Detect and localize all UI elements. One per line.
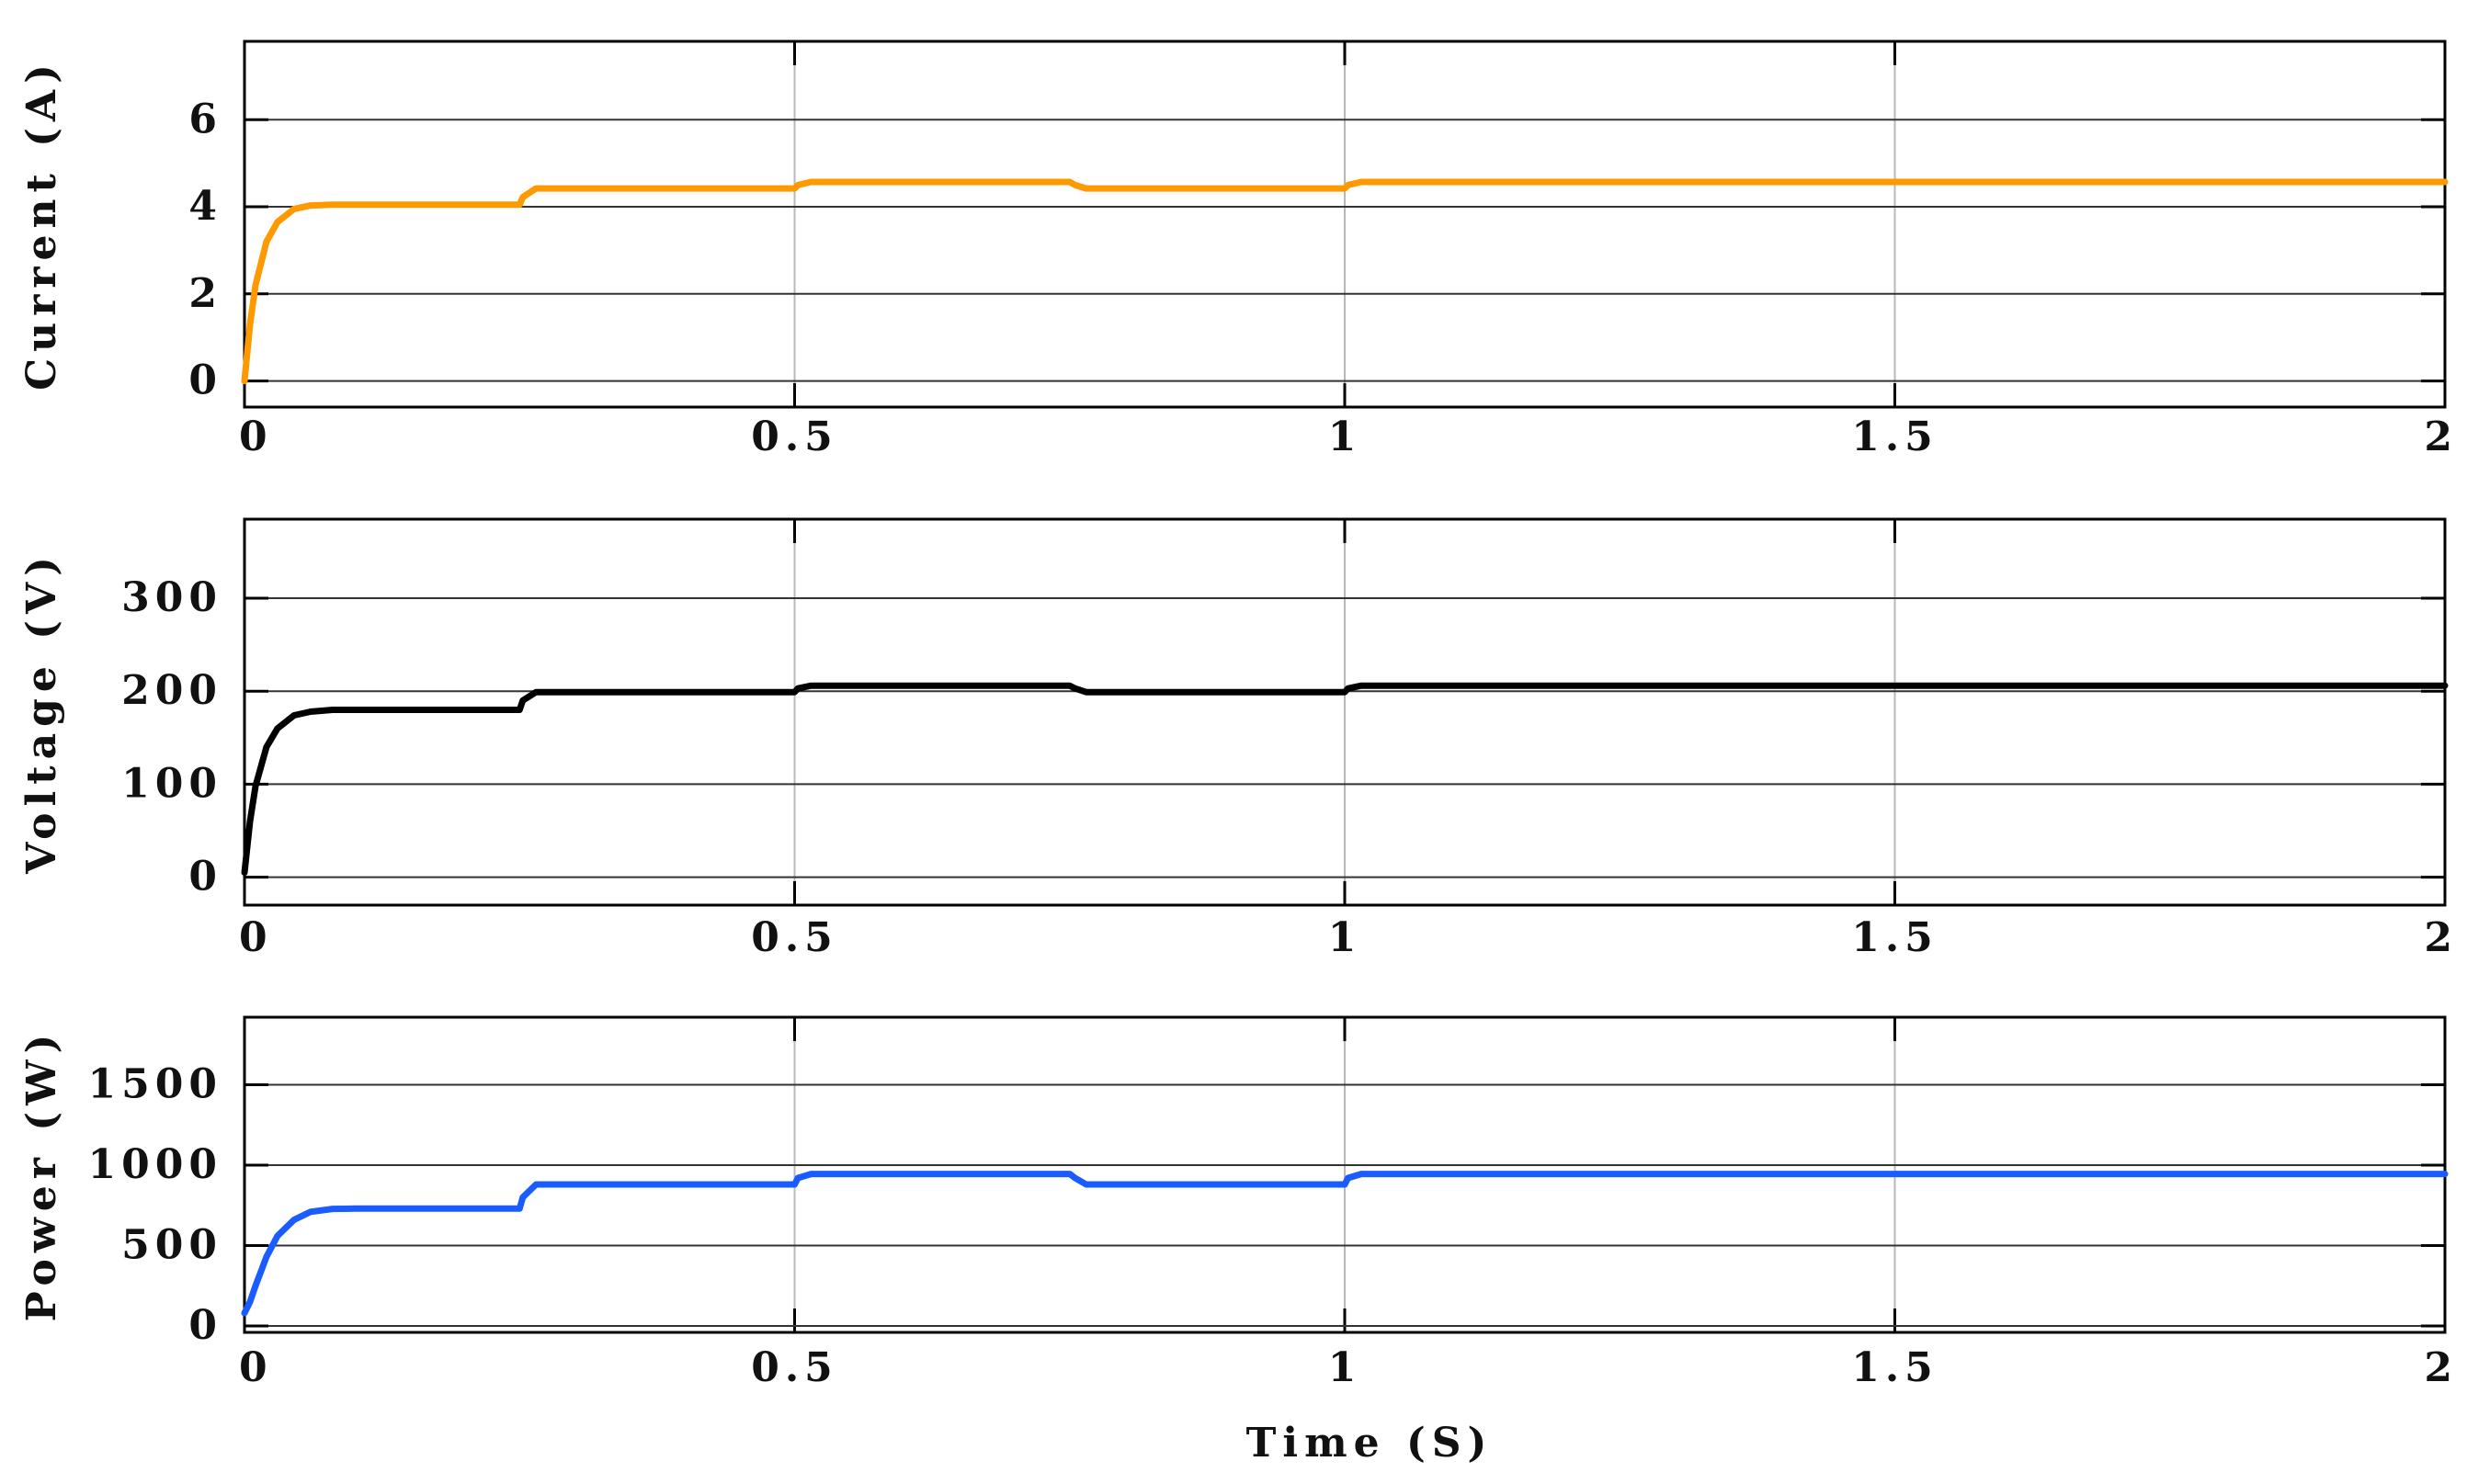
voltage-ylabel: Voltage (V) bbox=[18, 550, 65, 875]
power-ylabel: Power (W) bbox=[18, 1028, 65, 1322]
power-xtick-label: 0.5 bbox=[751, 1344, 838, 1391]
current-xtick-label: 1 bbox=[1328, 413, 1362, 460]
current-ytick-label: 4 bbox=[188, 183, 222, 230]
power-ytick-label: 0 bbox=[188, 1302, 222, 1349]
current-xtick-label: 0 bbox=[239, 413, 273, 460]
power-ytick-label: 1000 bbox=[88, 1141, 222, 1188]
voltage-xtick-label: 2 bbox=[2424, 914, 2458, 961]
voltage-xtick-label: 1 bbox=[1328, 914, 1362, 961]
voltage-xtick-label: 0.5 bbox=[751, 914, 838, 961]
current-xtick-label: 2 bbox=[2424, 413, 2458, 460]
current-xtick-label: 1.5 bbox=[1851, 413, 1938, 460]
voltage-ytick-label: 200 bbox=[121, 667, 222, 714]
current-ytick-label: 6 bbox=[188, 96, 222, 142]
voltage-ytick-label: 100 bbox=[121, 760, 222, 807]
power-ytick-label: 1500 bbox=[88, 1061, 222, 1108]
xlabel: Time (S) bbox=[1246, 1420, 1494, 1467]
current-ytick-label: 2 bbox=[188, 270, 222, 317]
power-xtick-label: 1.5 bbox=[1851, 1344, 1938, 1391]
voltage-xtick-label: 0 bbox=[239, 914, 273, 961]
power-xtick-label: 2 bbox=[2424, 1344, 2458, 1391]
power-xtick-label: 0 bbox=[239, 1344, 273, 1391]
current-ylabel: Current (A) bbox=[18, 58, 65, 391]
power-xtick-label: 1 bbox=[1328, 1344, 1362, 1391]
current-ytick-label: 0 bbox=[188, 357, 222, 404]
voltage-ytick-label: 300 bbox=[121, 574, 222, 621]
voltage-ytick-label: 0 bbox=[188, 854, 222, 901]
voltage-xtick-label: 1.5 bbox=[1851, 914, 1938, 961]
current-xtick-label: 0.5 bbox=[751, 413, 838, 460]
power-ytick-label: 500 bbox=[121, 1222, 222, 1269]
